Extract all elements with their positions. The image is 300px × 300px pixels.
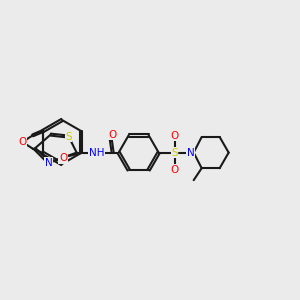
Text: O: O <box>18 137 26 147</box>
Text: NH: NH <box>89 148 104 158</box>
Text: S: S <box>65 132 72 142</box>
Text: S: S <box>171 148 178 158</box>
Text: O: O <box>59 153 67 163</box>
Text: O: O <box>109 130 117 140</box>
Text: O: O <box>170 165 179 175</box>
Text: O: O <box>170 130 179 141</box>
Text: N: N <box>187 148 194 158</box>
Text: N: N <box>45 158 52 168</box>
